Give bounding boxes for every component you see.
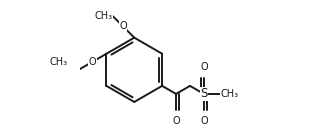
Text: O: O	[200, 62, 208, 72]
Text: CH₃: CH₃	[95, 11, 113, 21]
Text: S: S	[200, 87, 208, 100]
Text: O: O	[89, 57, 96, 67]
Text: CH₃: CH₃	[221, 89, 239, 99]
Text: O: O	[200, 116, 208, 126]
Text: O: O	[119, 21, 127, 31]
Text: O: O	[172, 116, 180, 126]
Text: CH₃: CH₃	[49, 57, 68, 67]
